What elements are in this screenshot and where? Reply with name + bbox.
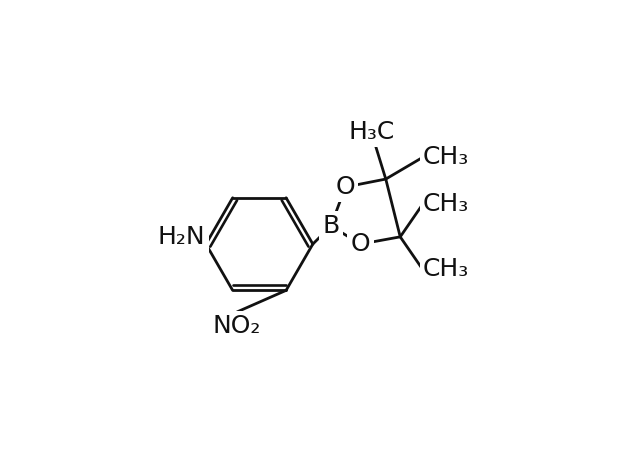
Text: CH₃: CH₃ [422, 257, 469, 281]
Text: CH₃: CH₃ [422, 145, 469, 169]
Text: O: O [335, 175, 355, 199]
Text: H₂N: H₂N [158, 225, 205, 249]
Text: H₃C: H₃C [348, 120, 394, 144]
Text: B: B [323, 214, 339, 238]
Text: NO₂: NO₂ [213, 314, 261, 339]
Text: O: O [351, 232, 371, 256]
Text: CH₃: CH₃ [422, 192, 469, 216]
